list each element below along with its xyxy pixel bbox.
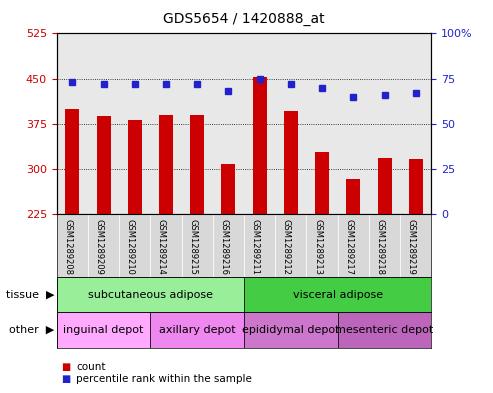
Text: ■: ■	[62, 374, 71, 384]
Bar	[284, 110, 298, 214]
Text: GSM1289213: GSM1289213	[313, 219, 322, 275]
Text: GSM1289217: GSM1289217	[344, 219, 353, 275]
Text: visceral adipose: visceral adipose	[293, 290, 383, 300]
Text: GSM1289219: GSM1289219	[407, 219, 416, 275]
Text: mesenteric depot: mesenteric depot	[335, 325, 434, 335]
Bar	[400, 214, 431, 277]
Bar	[369, 214, 400, 277]
Text: GSM1289210: GSM1289210	[126, 219, 135, 275]
Bar	[65, 109, 79, 214]
Bar	[244, 33, 275, 214]
Bar	[213, 33, 244, 214]
Bar	[190, 115, 204, 214]
Text: GSM1289218: GSM1289218	[376, 219, 385, 275]
Bar	[150, 214, 181, 277]
Bar	[181, 33, 213, 214]
Bar	[275, 33, 307, 214]
Text: GSM1289215: GSM1289215	[188, 219, 197, 275]
Bar	[128, 119, 142, 214]
Text: GSM1289212: GSM1289212	[282, 219, 291, 275]
Bar	[307, 214, 338, 277]
Bar	[400, 33, 431, 214]
Bar	[88, 33, 119, 214]
Text: inguinal depot: inguinal depot	[63, 325, 144, 335]
Bar	[150, 33, 181, 214]
Bar	[307, 33, 338, 214]
Bar	[57, 277, 244, 312]
Text: epididymal depot: epididymal depot	[242, 325, 340, 335]
Bar	[244, 277, 431, 312]
Bar	[57, 214, 88, 277]
Text: ■: ■	[62, 362, 71, 373]
Bar	[338, 33, 369, 214]
Text: GSM1289211: GSM1289211	[250, 219, 260, 275]
Text: axillary depot: axillary depot	[159, 325, 236, 335]
Text: percentile rank within the sample: percentile rank within the sample	[76, 374, 252, 384]
Bar	[275, 214, 307, 277]
Text: GSM1289208: GSM1289208	[63, 219, 72, 275]
Bar	[369, 33, 400, 214]
Bar	[88, 214, 119, 277]
Bar	[244, 214, 275, 277]
Bar	[181, 214, 213, 277]
Bar	[315, 152, 329, 214]
Bar	[57, 312, 150, 348]
Bar	[252, 77, 267, 214]
Text: GSM1289216: GSM1289216	[219, 219, 228, 275]
Bar	[244, 312, 338, 348]
Bar	[409, 159, 423, 214]
Bar	[346, 179, 360, 214]
Bar	[338, 312, 431, 348]
Bar	[213, 214, 244, 277]
Bar	[119, 33, 150, 214]
Bar	[159, 115, 173, 214]
Bar	[57, 33, 88, 214]
Bar	[119, 214, 150, 277]
Text: GSM1289214: GSM1289214	[157, 219, 166, 275]
Bar	[97, 116, 110, 214]
Bar	[338, 214, 369, 277]
Bar	[221, 164, 236, 214]
Text: count: count	[76, 362, 106, 373]
Text: GSM1289209: GSM1289209	[95, 219, 104, 275]
Text: subcutaneous adipose: subcutaneous adipose	[88, 290, 213, 300]
Text: other  ▶: other ▶	[9, 325, 54, 335]
Text: GDS5654 / 1420888_at: GDS5654 / 1420888_at	[163, 11, 325, 26]
Text: tissue  ▶: tissue ▶	[6, 290, 54, 300]
Bar	[150, 312, 244, 348]
Bar	[378, 158, 391, 214]
